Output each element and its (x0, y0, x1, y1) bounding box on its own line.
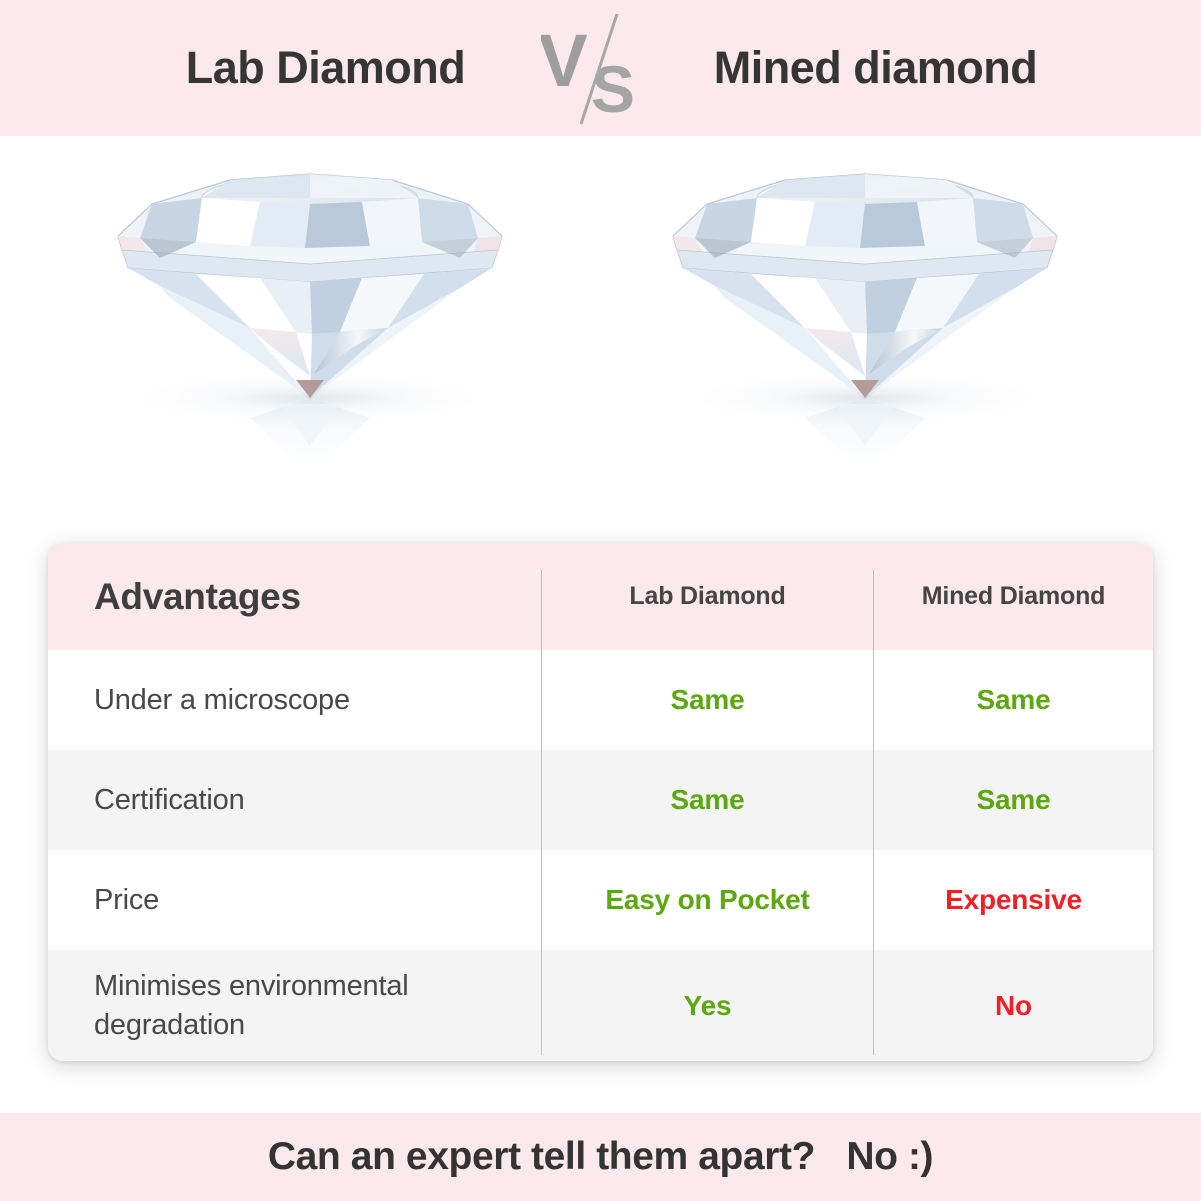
table-header-advantages: Advantages (48, 576, 541, 618)
row-lab-cell: Easy on Pocket (541, 884, 874, 916)
row-lab-value: Yes (683, 989, 732, 1021)
row-mined-cell: No (874, 990, 1153, 1022)
footer-band: Can an expert tell them apart? No :) (0, 1113, 1201, 1201)
row-mined-cell: Expensive (874, 884, 1153, 916)
comparison-table-card: Advantages Lab Diamond Mined Diamond Und… (48, 543, 1153, 1061)
row-label: Minimises environmental degradation (94, 970, 409, 1041)
table-row: Minimises environmental degradation Yes … (48, 950, 1153, 1061)
row-label-cell: Under a microscope (48, 681, 541, 719)
row-mined-value: No (995, 989, 1032, 1021)
row-lab-value: Same (670, 684, 745, 715)
table-row: Under a microscope Same Same (48, 650, 1153, 750)
row-lab-cell: Yes (541, 990, 874, 1022)
table-header-advantages-label: Advantages (94, 575, 301, 617)
vs-icon: V S (541, 8, 661, 128)
header-title-lab-diamond: Lab Diamond (185, 42, 466, 93)
footer-question-text: Can an expert tell them apart? No :) (267, 1135, 934, 1178)
row-mined-value: Same (976, 684, 1051, 715)
row-mined-cell: Same (874, 684, 1153, 716)
row-mined-value: Expensive (945, 884, 1082, 915)
mined-diamond-image (655, 146, 1075, 476)
table-row: Price Easy on Pocket Expensive (48, 850, 1153, 950)
row-label-cell: Minimises environmental degradation (48, 967, 541, 1044)
header-band: Lab Diamond V S Mined diamond (0, 0, 1201, 136)
table-header-mined-diamond: Mined Diamond (874, 582, 1153, 611)
comparison-table: Advantages Lab Diamond Mined Diamond Und… (48, 543, 1153, 1061)
table-header-lab-diamond-label: Lab Diamond (629, 582, 786, 610)
svg-text:V: V (541, 19, 588, 102)
row-label: Price (94, 883, 160, 916)
diamond-image-stage (0, 136, 1201, 536)
row-label-cell: Certification (48, 781, 541, 819)
svg-text:S: S (590, 52, 634, 126)
table-header-mined-diamond-label: Mined Diamond (921, 582, 1106, 610)
row-lab-cell: Same (541, 684, 874, 716)
table-header-lab-diamond: Lab Diamond (541, 582, 874, 611)
row-lab-cell: Same (541, 784, 874, 816)
row-mined-cell: Same (874, 784, 1153, 816)
header-title-mined-diamond: Mined diamond (713, 42, 1038, 93)
row-label-cell: Price (48, 881, 541, 919)
row-lab-value: Easy on Pocket (605, 884, 810, 915)
table-row: Certification Same Same (48, 750, 1153, 850)
table-header-row: Advantages Lab Diamond Mined Diamond (48, 543, 1153, 650)
row-label: Certification (94, 783, 245, 816)
row-lab-value: Same (670, 784, 745, 815)
lab-diamond-image (100, 146, 520, 476)
row-mined-value: Same (976, 784, 1051, 815)
row-label: Under a microscope (94, 683, 350, 716)
